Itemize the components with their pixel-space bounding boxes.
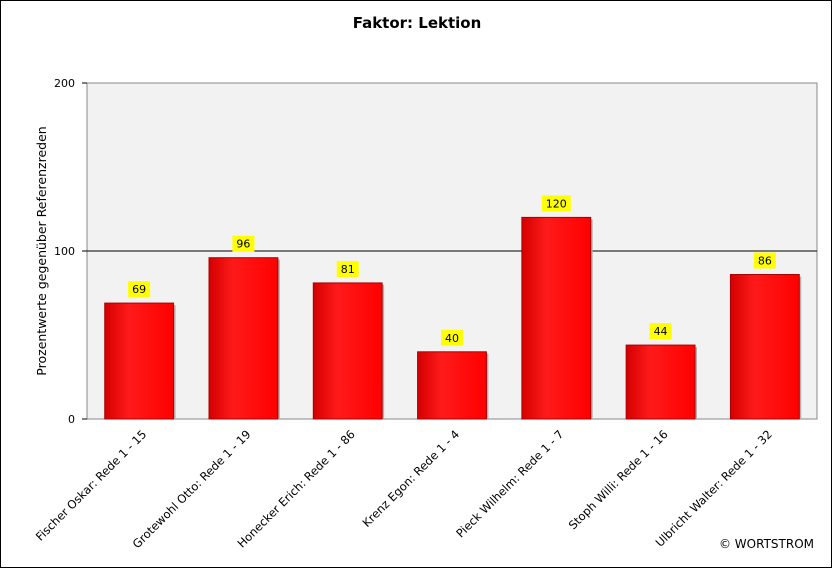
copyright-text: © WORTSTROM (719, 537, 814, 551)
data-label: 86 (758, 255, 772, 268)
y-axis-label: Prozentwerte gegenüber Referenzreden (34, 126, 49, 375)
data-label-bg (441, 329, 463, 346)
x-tick-label: Honecker Erich: Rede 1 - 86 (235, 427, 358, 550)
x-tick-label: Krenz Egon: Rede 1 - 4 (359, 427, 462, 530)
data-label-bg (541, 195, 571, 212)
x-tick-label: Fischer Oskar: Rede 1 - 15 (33, 427, 149, 543)
bar (312, 282, 383, 420)
x-tick-label: Grotewohl Otto: Rede 1 - 19 (130, 427, 254, 551)
bar (417, 351, 487, 420)
bar (729, 274, 800, 420)
bar (625, 344, 696, 420)
data-label-bg (232, 235, 255, 252)
y-axis: 0 100 200 (54, 77, 817, 426)
data-label: 120 (546, 197, 567, 210)
data-label-bg (649, 323, 672, 340)
data-label: 44 (654, 325, 668, 338)
data-label-bg (753, 252, 776, 269)
x-tick-label: Ulbricht Walter: Rede 1 - 32 (653, 427, 775, 549)
data-label: 69 (132, 283, 146, 296)
y-tick-label: 100 (54, 245, 75, 258)
data-label-bg (336, 260, 359, 277)
data-label: 96 (236, 238, 250, 251)
data-label: 40 (445, 332, 459, 345)
data-label-bg (128, 281, 151, 298)
bar (208, 257, 279, 420)
data-label: 81 (341, 263, 355, 276)
chart-title: Faktor: Lektion (353, 14, 482, 32)
y-tick-label: 0 (68, 413, 75, 426)
bar-series: 69 96 81 40 120 44 86 (104, 195, 802, 420)
bar (104, 302, 175, 420)
x-tick-label: Stoph Willi: Rede 1 - 16 (566, 427, 671, 532)
bar (521, 216, 592, 420)
y-tick-label: 200 (54, 77, 75, 90)
x-tick-label: Pieck Wilhelm: Rede 1 - 7 (453, 427, 566, 540)
